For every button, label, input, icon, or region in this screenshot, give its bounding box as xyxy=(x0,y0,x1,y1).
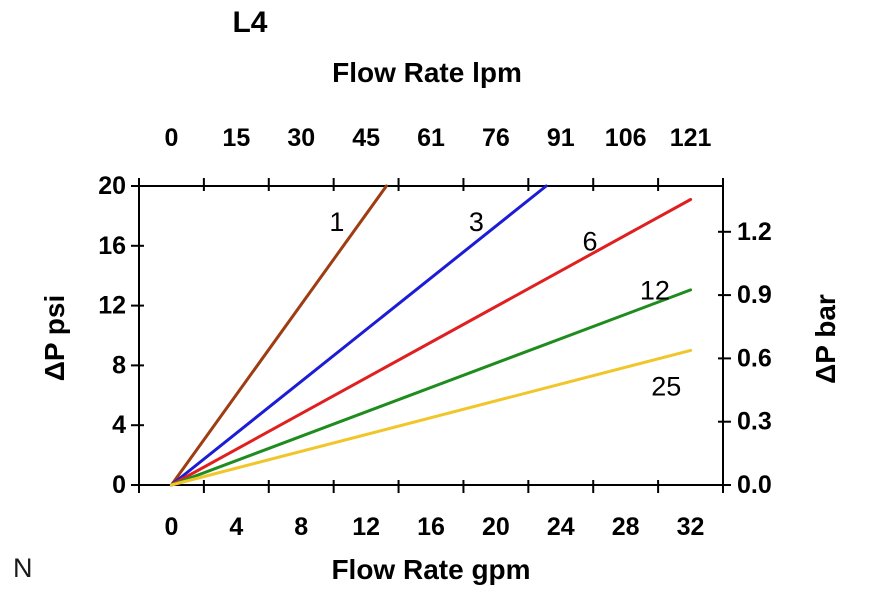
series-line-1 xyxy=(169,184,388,487)
left-axis-title: ΔP psi xyxy=(39,294,70,382)
right-tick-label: 0.6 xyxy=(737,344,772,372)
bottom-tick-label: 24 xyxy=(547,513,575,541)
bottom-axis-title: Flow Rate gpm xyxy=(331,554,531,585)
left-tick-label: 20 xyxy=(98,172,126,200)
series-line-12 xyxy=(169,288,693,487)
top-tick-label: 0 xyxy=(164,124,178,152)
axis-ticks xyxy=(131,178,731,493)
chart-title: L4 xyxy=(232,6,268,39)
right-tick-label: 1.2 xyxy=(737,218,772,246)
bottom-tick-label: 12 xyxy=(352,513,380,541)
series-line-3 xyxy=(169,184,548,487)
bottom-tick-label: 32 xyxy=(677,513,705,541)
right-axis-title: ΔP bar xyxy=(810,294,841,384)
bottom-tick-label: 0 xyxy=(164,513,178,541)
top-tick-label: 15 xyxy=(222,124,250,152)
left-tick-label: 0 xyxy=(112,471,126,499)
series-label-25: 25 xyxy=(651,371,681,401)
top-tick-label: 45 xyxy=(352,124,380,152)
left-tick-label: 16 xyxy=(98,232,126,260)
bottom-tick-label: 4 xyxy=(229,513,243,541)
bottom-tick-label: 28 xyxy=(612,513,640,541)
bottom-tick-label: 16 xyxy=(417,513,445,541)
top-tick-label: 106 xyxy=(605,124,647,152)
series-line-6 xyxy=(169,198,693,487)
footnote: N xyxy=(13,553,33,583)
top-tick-label: 76 xyxy=(482,124,510,152)
right-tick-label: 0.0 xyxy=(737,471,772,499)
top-tick-label: 30 xyxy=(287,124,315,152)
series-curves xyxy=(169,184,693,487)
series-label-6: 6 xyxy=(582,226,597,256)
top-tick-label: 121 xyxy=(670,124,712,152)
left-tick-label: 12 xyxy=(98,292,126,320)
series-line-25 xyxy=(169,348,693,487)
top-tick-label: 91 xyxy=(547,124,575,152)
series-labels: 1 3 6 12 25 xyxy=(329,207,681,401)
series-label-3: 3 xyxy=(469,207,484,237)
top-axis-title: Flow Rate lpm xyxy=(332,57,522,88)
bottom-tick-label: 8 xyxy=(294,513,308,541)
series-label-1: 1 xyxy=(329,207,344,237)
right-tick-label: 0.3 xyxy=(737,408,772,436)
left-tick-label: 8 xyxy=(112,351,126,379)
left-tick-label: 4 xyxy=(112,411,126,439)
series-label-12: 12 xyxy=(640,276,670,306)
right-tick-label: 0.9 xyxy=(737,281,772,309)
top-tick-label: 61 xyxy=(417,124,445,152)
bottom-tick-label: 20 xyxy=(482,513,510,541)
axis-frame xyxy=(138,185,724,486)
